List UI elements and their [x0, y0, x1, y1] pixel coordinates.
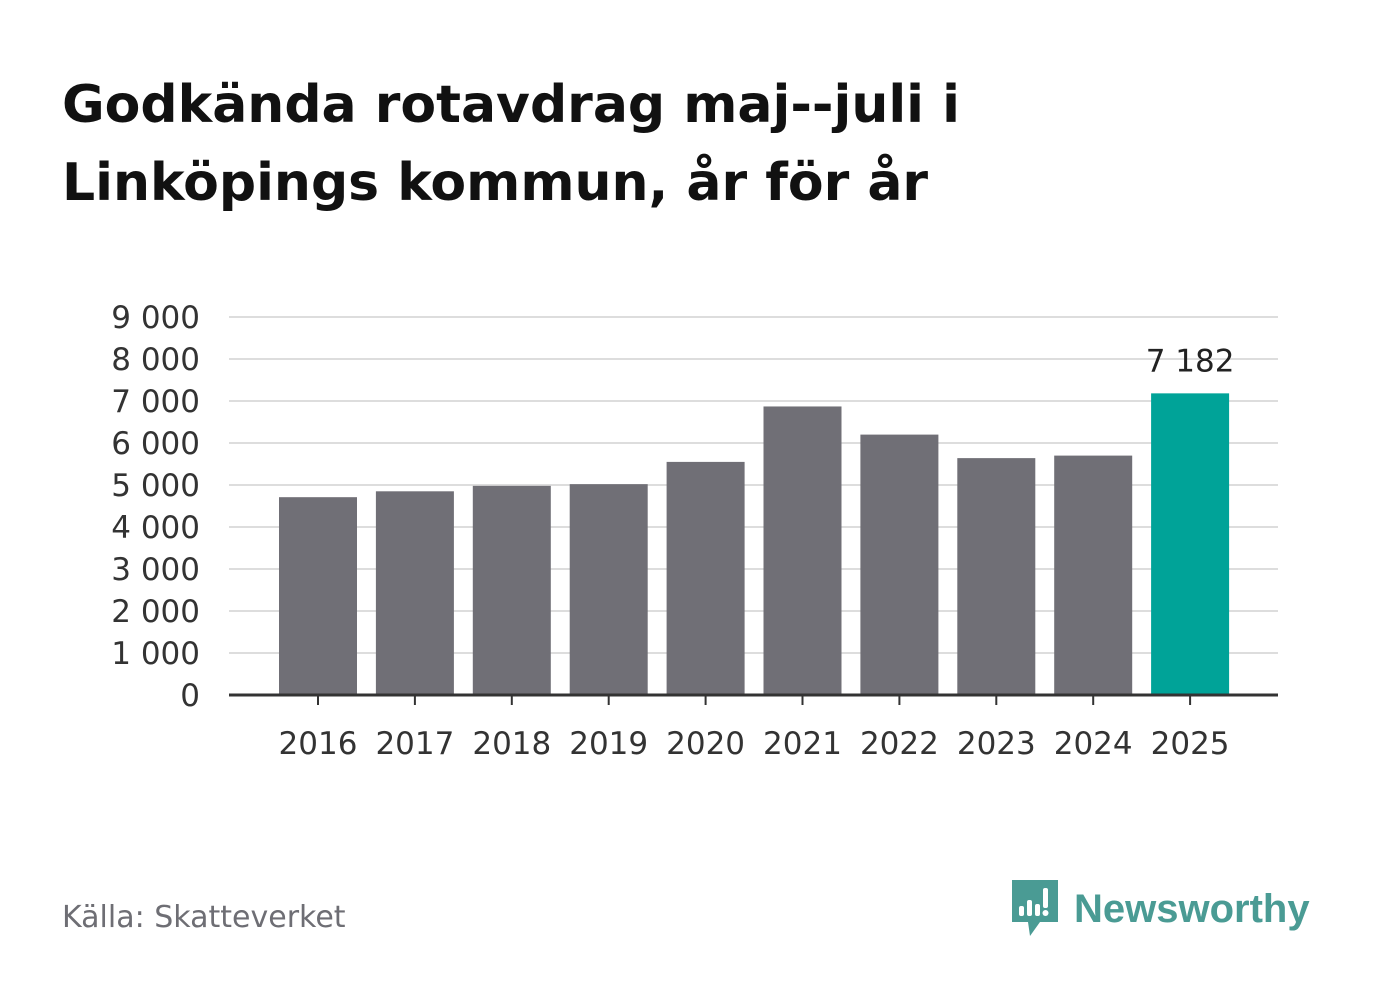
chart-title: Godkända rotavdrag maj--juli i Linköping… — [62, 66, 1262, 222]
x-tick-label: 2017 — [375, 726, 454, 762]
x-tick-label: 2022 — [860, 726, 939, 762]
x-tick-label: 2021 — [763, 726, 842, 762]
y-tick-label: 1 000 — [111, 636, 200, 672]
y-axis-ticks: 0 1 000 2 000 3 000 4 000 5 000 6 000 7 000 8 00… — [111, 300, 200, 714]
bars — [279, 393, 1230, 695]
x-tick-label: 2020 — [666, 726, 745, 762]
bar-2020 — [666, 461, 745, 695]
bar-2017 — [375, 491, 454, 695]
title-line-2: Linköpings kommun, år för år — [62, 153, 929, 213]
brand-name: Newsworthy — [1074, 886, 1310, 931]
data-label: 7 182 — [1146, 343, 1235, 379]
x-tick-label: 2025 — [1151, 726, 1230, 762]
y-tick-label: 7 000 — [111, 384, 200, 420]
bar-2022 — [860, 434, 939, 695]
x-tick-label: 2019 — [569, 726, 648, 762]
x-tick-label: 2018 — [472, 726, 551, 762]
y-tick-label: 3 000 — [111, 552, 200, 588]
x-tick-label: 2023 — [957, 726, 1036, 762]
bar-2016 — [279, 497, 357, 695]
newsworthy-logo-icon — [1012, 880, 1058, 936]
bar-2025 — [1151, 393, 1230, 695]
y-tick-label: 0 — [180, 678, 200, 714]
y-tick-label: 4 000 — [111, 510, 200, 546]
bar-2018 — [472, 485, 551, 695]
bar-2019 — [569, 484, 648, 695]
x-tick-label: 2016 — [279, 726, 358, 762]
y-tick-label: 9 000 — [111, 300, 200, 336]
source-note: Källa: Skatteverket — [62, 900, 346, 935]
y-tick-label: 6 000 — [111, 426, 200, 462]
y-tick-label: 8 000 — [111, 342, 200, 378]
y-tick-label: 2 000 — [111, 594, 200, 630]
bar-2021 — [763, 406, 842, 695]
x-axis-ticks: 2016 2017 2018 2019 2020 2021 2022 2023 2024 2025 — [279, 695, 1230, 762]
brand-logo: Newsworthy — [1010, 878, 1310, 940]
y-tick-label: 5 000 — [111, 468, 200, 504]
bar-2023 — [957, 458, 1036, 695]
data-labels: 7 182 — [1146, 343, 1235, 379]
title-line-1: Godkända rotavdrag maj--juli i — [62, 75, 960, 135]
x-tick-label: 2024 — [1054, 726, 1133, 762]
bar-2024 — [1054, 455, 1133, 695]
